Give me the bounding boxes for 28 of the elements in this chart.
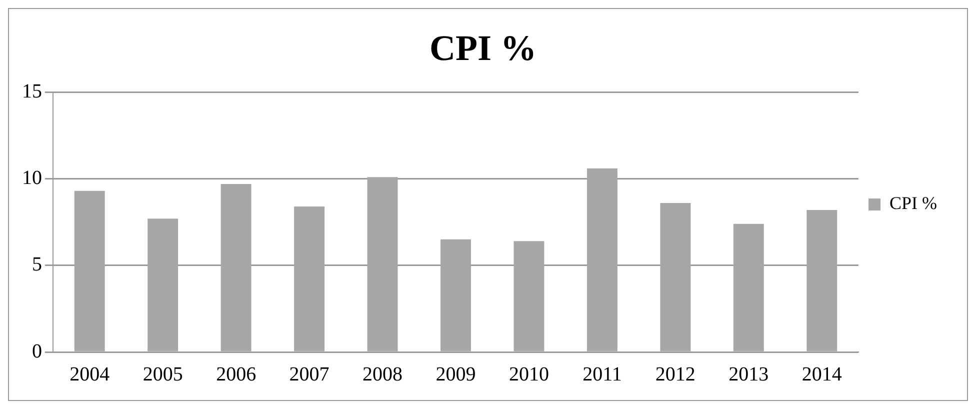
bar [294, 206, 325, 352]
bar [660, 203, 691, 352]
x-tick-label: 2008 [362, 363, 403, 386]
y-tick-label: 15 [22, 80, 42, 102]
x-tick-label: 2007 [289, 363, 330, 386]
bar [586, 168, 618, 352]
chart-title: CPI % [430, 28, 536, 68]
bar [806, 210, 838, 352]
y-tick-label: 0 [32, 340, 42, 362]
bar [440, 239, 471, 352]
y-tick-label: 10 [22, 167, 42, 190]
x-tick-label: 2013 [728, 363, 769, 386]
x-tick-label: 2006 [216, 363, 256, 386]
bar [367, 177, 398, 352]
bar [733, 224, 764, 352]
x-tick-label: 2011 [582, 363, 622, 386]
x-tick-label: 2005 [142, 363, 183, 386]
y-tick-label: 5 [32, 254, 42, 276]
x-tick-label: 2010 [508, 363, 549, 386]
legend-label: CPI % [889, 193, 938, 214]
bar [74, 190, 105, 352]
bar [514, 241, 544, 352]
x-tick-label: 2009 [436, 363, 476, 386]
bar [148, 218, 178, 352]
x-tick-label: 2014 [802, 363, 842, 386]
x-tick-label: 2004 [70, 363, 110, 386]
bar [220, 184, 252, 352]
x-tick-label: 2012 [655, 363, 696, 386]
